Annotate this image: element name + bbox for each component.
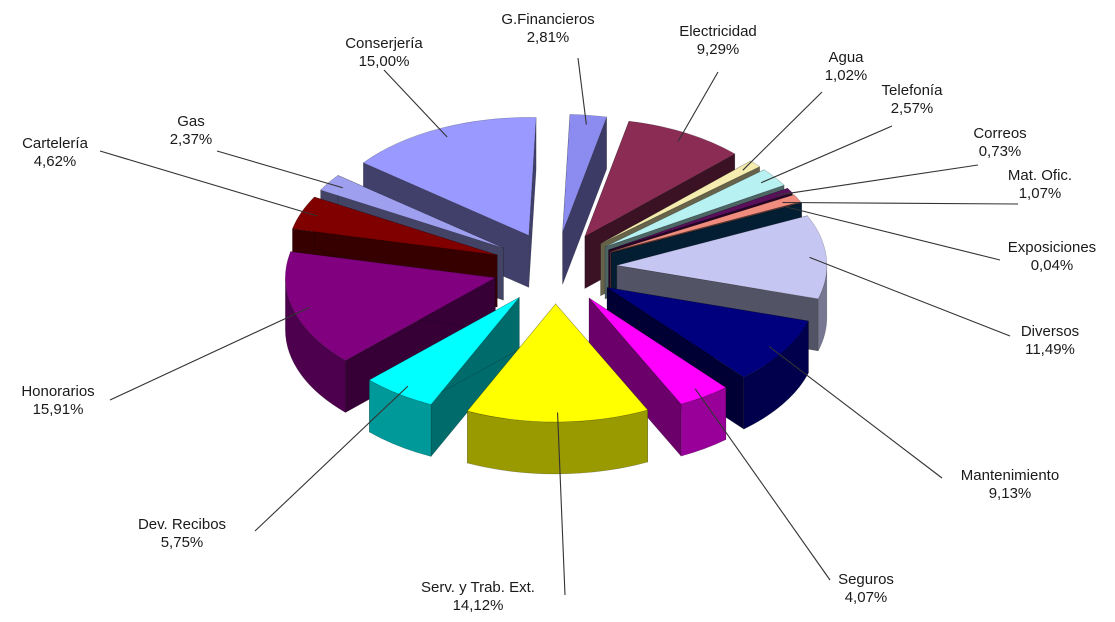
slice-diversos (616, 215, 828, 300)
slice-value-mat-ofic: 1,07% (1019, 185, 1062, 202)
slice-agua (600, 160, 761, 244)
slice-value-dev-recibos: 5,75% (161, 534, 204, 551)
leader-line-diversos (809, 256, 1011, 337)
slice-honorarios (285, 251, 497, 361)
slice-label-carteleria: Cartelería (22, 135, 89, 152)
slice-carteleria (291, 196, 498, 256)
slice-mat-ofic (610, 194, 802, 252)
slice-side-conserjeria-end (528, 117, 537, 288)
leader-line-agua (742, 91, 823, 171)
slice-label-telefonia: Telefonía (882, 82, 944, 99)
leader-line-mantenimiento (768, 346, 943, 479)
slice-label-serv-y-trab-ext: Serv. y Trab. Ext. (421, 579, 535, 596)
slice-seguros (588, 297, 727, 405)
leader-line-exposiciones (786, 206, 1001, 261)
slice-value-mantenimiento: 9,13% (989, 485, 1032, 502)
leader-line-telefonia (760, 125, 893, 184)
slice-value-seguros: 4,07% (845, 589, 888, 606)
slice-value-g-financieros: 2,81% (527, 29, 570, 46)
leader-line-mat-ofic (782, 201, 1019, 205)
slice-label-seguros: Seguros (838, 571, 894, 588)
slice-value-electricidad: 9,29% (697, 41, 740, 58)
slice-label-dev-recibos: Dev. Recibos (138, 516, 226, 533)
slice-label-mat-ofic: Mat. Ofic. (1008, 167, 1072, 184)
leader-line-conserjeria (383, 69, 448, 138)
slice-label-agua: Agua (828, 49, 864, 66)
slice-value-conserjeria: 15,00% (359, 53, 410, 70)
slice-mantenimiento (606, 287, 809, 378)
slice-label-correos: Correos (973, 125, 1026, 142)
slice-gas (320, 175, 504, 249)
slice-value-gas: 2,37% (170, 131, 213, 148)
leader-lines (99, 57, 1019, 596)
slice-value-exposiciones: 0,04% (1031, 257, 1074, 274)
slice-side-seguros-end (588, 297, 682, 457)
slice-value-honorarios: 15,91% (33, 401, 84, 418)
slice-label-g-financieros: G.Financieros (501, 11, 594, 28)
slice-label-exposiciones: Exposiciones (1008, 239, 1096, 256)
slice-tops (285, 114, 828, 423)
slice-value-telefonia: 2,57% (891, 100, 934, 117)
leader-line-correos (775, 164, 979, 196)
slice-label-electricidad: Electricidad (679, 23, 757, 40)
slice-value-agua: 1,02% (825, 67, 868, 84)
leader-line-serv-y-trab-ext (557, 412, 566, 596)
leader-line-carteleria (99, 150, 318, 217)
slice-label-gas: Gas (177, 113, 205, 130)
slice-label-diversos: Diversos (1021, 323, 1079, 340)
leader-line-seguros (694, 388, 831, 581)
slice-conserjeria (362, 117, 537, 236)
slice-value-diversos: 11,49% (1025, 341, 1075, 358)
leader-line-gas (216, 150, 343, 189)
slice-label-mantenimiento: Mantenimiento (961, 467, 1059, 484)
leader-line-dev-recibos (254, 385, 409, 532)
slice-g-financieros (562, 114, 608, 233)
slice-dev-recibos (368, 297, 520, 405)
slice-value-carteleria: 4,62% (34, 153, 77, 170)
slice-side-g-financieros-end (562, 116, 607, 285)
leader-line-honorarios (109, 306, 310, 401)
leader-line-electricidad (677, 71, 719, 142)
leader-line-g-financieros (577, 57, 587, 125)
slice-value-correos: 0,73% (979, 143, 1022, 160)
slice-value-serv-y-trab-ext: 14,12% (453, 597, 504, 614)
slice-label-honorarios: Honorarios (21, 383, 94, 400)
slice-electricidad (584, 120, 736, 238)
slice-label-conserjeria: Conserjería (345, 35, 423, 52)
